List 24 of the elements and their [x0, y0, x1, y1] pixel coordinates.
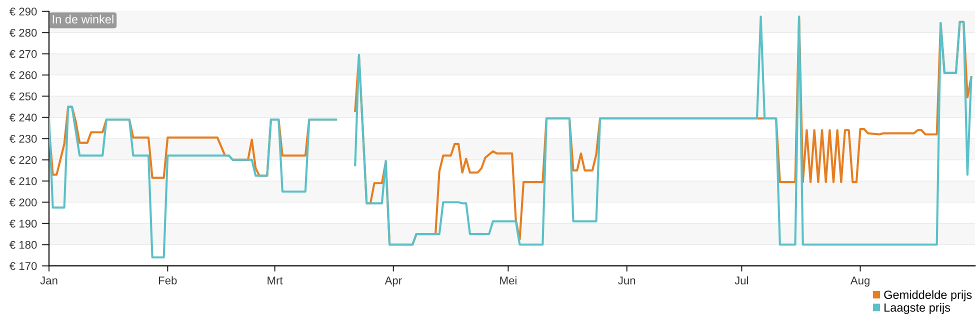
y-tick-label: € 230 [9, 134, 37, 143]
y-tick-label: € 270 [9, 50, 37, 58]
x-tick-label: Aug [850, 276, 870, 287]
y-tick-label: € 250 [9, 92, 37, 100]
legend-label: Gemiddelde prijs [884, 290, 972, 302]
y-tick-label: € 280 [9, 28, 37, 37]
x-tick-label: Feb [158, 276, 177, 284]
x-tick-label: Mei [500, 276, 516, 284]
y-tick-label: € 210 [9, 177, 37, 186]
y-tick-label: € 190 [9, 220, 37, 228]
x-tick-label: Mrt [268, 276, 283, 284]
y-tick-label: € 220 [9, 156, 37, 164]
x-tick-label: Jul [734, 276, 748, 284]
x-tick-label: Apr [384, 276, 402, 287]
y-tick-label: € 180 [9, 240, 37, 249]
x-tick-label: Jan [40, 276, 58, 284]
y-tick-label: € 200 [9, 198, 37, 206]
y-tick-label: € 170 [9, 262, 37, 270]
annotation: In de winkel [52, 14, 114, 24]
y-tick-label: € 290 [9, 8, 37, 16]
y-tick-label: € 260 [9, 71, 37, 80]
x-tick-label: Jun [618, 276, 636, 284]
y-tick-label: € 240 [9, 114, 37, 122]
legend-label: Laagste prijs [884, 303, 950, 314]
